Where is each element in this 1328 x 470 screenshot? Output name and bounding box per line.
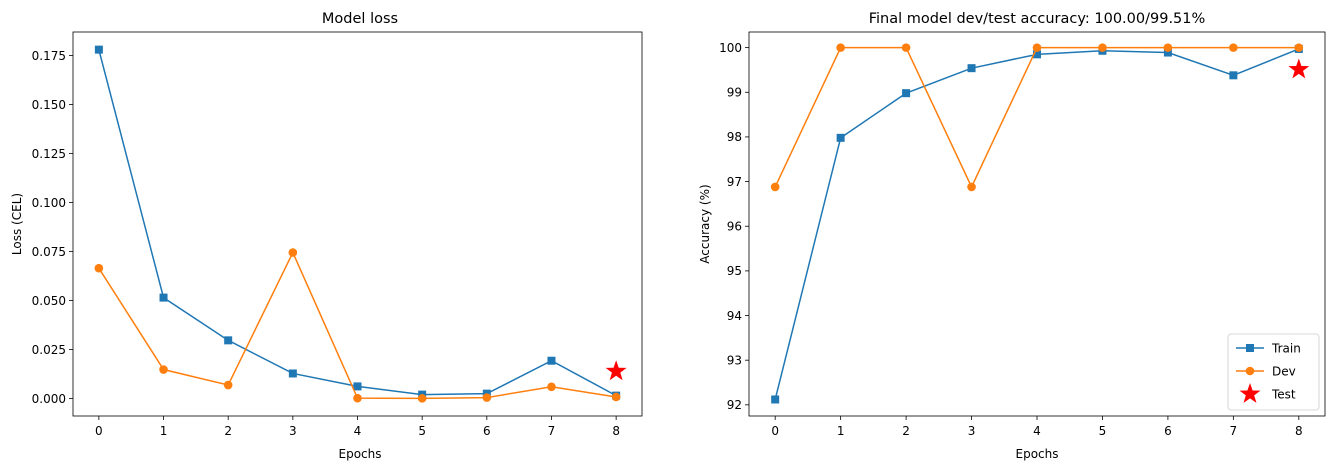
loss-series-0-square-marker bbox=[94, 45, 103, 54]
accuracy-series-test-star-marker bbox=[1288, 58, 1310, 79]
accuracy-chart: Final model dev/test accuracy: 100.00/99… bbox=[698, 11, 1326, 461]
accuracy-series-train-square-marker bbox=[836, 133, 845, 142]
loss-series-1-circle-marker bbox=[611, 392, 621, 402]
loss-y-tick-label: 0.025 bbox=[32, 343, 66, 357]
loss-series-0-square-marker bbox=[353, 382, 362, 391]
accuracy-legend: Train Dev Test bbox=[1227, 333, 1320, 411]
loss-series-1-circle-marker bbox=[288, 248, 298, 257]
loss-chart-xlabel: Epochs bbox=[339, 447, 382, 461]
loss-series-1-circle-marker bbox=[159, 365, 168, 374]
accuracy-series-train-square-marker bbox=[1163, 48, 1172, 57]
loss-x-tick-label: 2 bbox=[224, 424, 232, 438]
accuracy-y-tick-label: 92 bbox=[727, 398, 742, 412]
loss-x-tick-label: 8 bbox=[612, 424, 620, 438]
accuracy-x-tick-label: 8 bbox=[1295, 424, 1303, 438]
accuracy-series-train-square-marker bbox=[1229, 71, 1238, 80]
loss-series-1-circle-marker bbox=[223, 380, 233, 390]
accuracy-series-dev-circle-marker bbox=[1229, 43, 1238, 52]
accuracy-legend-train-square-marker bbox=[1246, 344, 1254, 352]
loss-chart-title: Model loss bbox=[322, 11, 398, 27]
accuracy-series-dev-circle-marker bbox=[1163, 43, 1173, 52]
loss-series-0-square-marker bbox=[547, 356, 556, 365]
loss-y-tick-label: 0.125 bbox=[32, 147, 66, 161]
loss-y-tick-label: 0.075 bbox=[32, 245, 66, 259]
accuracy-legend-test-star-marker bbox=[1239, 383, 1261, 403]
accuracy-series-dev-circle-marker bbox=[967, 182, 976, 192]
loss-series-1-line bbox=[98, 250, 617, 400]
loss-series-0-square-marker bbox=[159, 293, 168, 302]
loss-chart: Model loss Epochs Loss (CEL) 0 1 2 3 4 5 6 7 8 0.… bbox=[10, 11, 643, 461]
accuracy-legend-dev-circle-marker bbox=[1245, 366, 1255, 376]
loss-x-tick-label: 0 bbox=[95, 424, 103, 438]
loss-series-1-circle-marker bbox=[547, 382, 556, 392]
loss-series-1-circle-marker bbox=[353, 393, 362, 403]
accuracy-series-train-square-marker bbox=[967, 64, 976, 73]
accuracy-x-tick-label: 5 bbox=[1099, 424, 1107, 438]
loss-y-tick-label: 0.000 bbox=[32, 392, 66, 406]
accuracy-chart-xlabel: Epochs bbox=[1016, 447, 1059, 461]
accuracy-x-tick-label: 0 bbox=[771, 424, 779, 438]
loss-series-1-circle-marker bbox=[482, 393, 492, 402]
loss-x-tick-label: 6 bbox=[483, 424, 491, 438]
accuracy-y-tick-label: 100 bbox=[719, 41, 742, 55]
accuracy-chart-ylabel: Accuracy (%) bbox=[698, 184, 712, 263]
accuracy-x-tick-label: 7 bbox=[1230, 424, 1238, 438]
accuracy-series-dev-circle-marker bbox=[836, 43, 845, 52]
loss-series-2-star-marker bbox=[605, 360, 627, 381]
accuracy-series-dev-circle-marker bbox=[770, 182, 780, 192]
accuracy-legend-label: Train bbox=[1271, 341, 1301, 355]
accuracy-x-tick-label: 2 bbox=[902, 424, 910, 438]
accuracy-series-dev-circle-marker bbox=[901, 43, 911, 52]
loss-series-0-square-marker bbox=[224, 336, 233, 345]
loss-x-tick-label: 1 bbox=[160, 424, 168, 438]
accuracy-y-tick-label: 93 bbox=[727, 353, 742, 367]
accuracy-series-dev-circle-marker bbox=[1294, 43, 1304, 52]
loss-series-0-square-marker bbox=[288, 369, 297, 378]
loss-x-tick-label: 3 bbox=[289, 424, 297, 438]
loss-chart-ylabel: Loss (CEL) bbox=[10, 193, 24, 255]
accuracy-legend-label: Dev bbox=[1272, 364, 1296, 378]
accuracy-x-tick-label: 6 bbox=[1164, 424, 1172, 438]
loss-series-1-circle-marker bbox=[94, 263, 104, 273]
loss-y-tick-label: 0.175 bbox=[32, 49, 66, 63]
loss-axes-frame bbox=[72, 31, 643, 417]
accuracy-y-tick-label: 94 bbox=[727, 309, 742, 323]
accuracy-series-train-square-marker bbox=[1033, 50, 1041, 59]
accuracy-y-tick-label: 95 bbox=[727, 264, 742, 278]
accuracy-series-train-square-marker bbox=[771, 395, 780, 404]
accuracy-y-tick-label: 96 bbox=[727, 220, 742, 234]
loss-series-1-circle-marker bbox=[417, 394, 427, 403]
loss-y-tick-label: 0.050 bbox=[32, 294, 66, 308]
accuracy-y-tick-label: 97 bbox=[727, 175, 742, 189]
accuracy-series-train-line bbox=[774, 48, 1300, 400]
accuracy-chart-title: Final model dev/test accuracy: 100.00/99… bbox=[869, 11, 1206, 27]
accuracy-series-train-square-marker bbox=[902, 89, 911, 98]
accuracy-legend-label: Test bbox=[1271, 387, 1296, 401]
loss-x-tick-label: 5 bbox=[418, 424, 426, 438]
accuracy-x-tick-label: 1 bbox=[837, 424, 845, 438]
accuracy-x-tick-label: 4 bbox=[1033, 424, 1041, 438]
accuracy-y-tick-label: 98 bbox=[727, 130, 742, 144]
loss-series-0-line bbox=[98, 49, 617, 397]
loss-y-tick-label: 0.150 bbox=[32, 98, 66, 112]
accuracy-series-dev-circle-marker bbox=[1032, 43, 1042, 52]
loss-y-tick-label: 0.100 bbox=[32, 196, 66, 210]
accuracy-series-dev-line bbox=[774, 46, 1299, 189]
accuracy-y-tick-label: 99 bbox=[727, 86, 742, 100]
loss-x-tick-label: 7 bbox=[548, 424, 556, 438]
accuracy-series-dev-circle-marker bbox=[1098, 43, 1107, 52]
loss-x-tick-label: 4 bbox=[354, 424, 362, 438]
accuracy-x-tick-label: 3 bbox=[968, 424, 976, 438]
